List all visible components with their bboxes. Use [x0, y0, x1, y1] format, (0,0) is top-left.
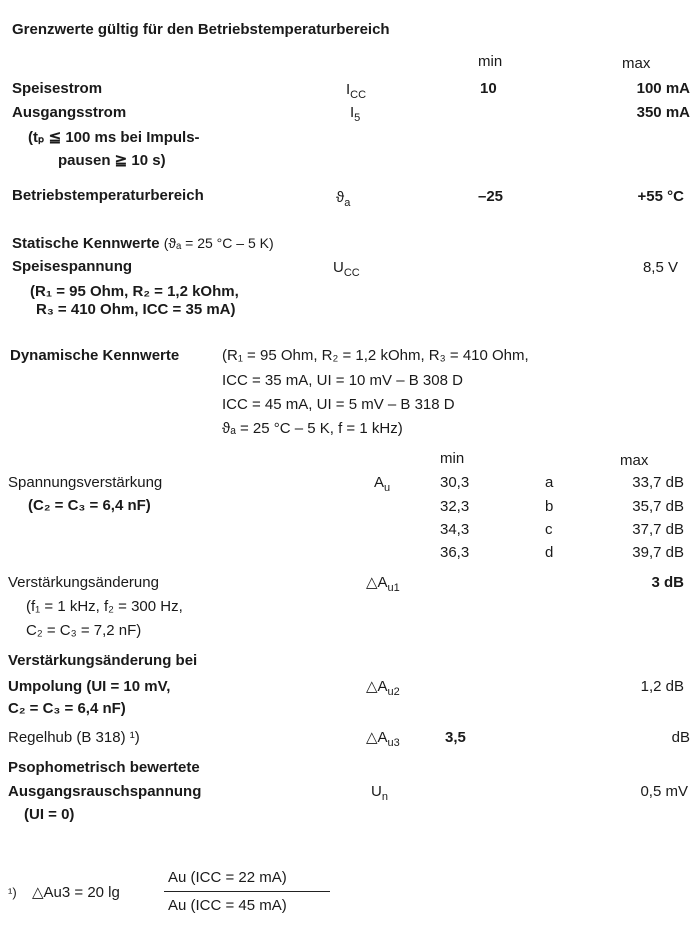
max-header: max	[622, 55, 651, 72]
condition-line: ϑₐ = 25 °C – 5 K, f = 1 kHz)	[222, 420, 403, 437]
param-symbol: Un	[371, 783, 388, 803]
param-label: Betriebstemperaturbereich	[12, 187, 204, 204]
param-note: (tₚ ≦ 100 ms bei Impuls-	[28, 129, 200, 146]
gain-max: 35,7 dB	[632, 498, 684, 515]
param-symbol: △Au2	[366, 678, 400, 698]
param-label: Verstärkungsänderung	[8, 574, 159, 591]
param-label: Umpolung (UI = 10 mV,	[8, 678, 171, 695]
param-max: +55 °C	[637, 188, 684, 205]
param-min: 3,5	[445, 729, 466, 746]
fraction-denominator: Au (ICC = 45 mA)	[168, 897, 287, 914]
gain-max: 33,7 dB	[632, 474, 684, 491]
gain-group: d	[545, 544, 554, 561]
param-max: 3 dB	[651, 574, 684, 591]
section-heading: Statische Kennwerte (ϑₐ = 25 °C – 5 K)	[12, 235, 274, 252]
gain-max: 39,7 dB	[632, 544, 684, 561]
gain-min: 34,3	[440, 521, 470, 538]
param-label: Speisespannung	[12, 258, 133, 275]
param-symbol: ϑa	[336, 189, 351, 209]
param-note: (C₂ = C₃ = 6,4 nF)	[28, 497, 151, 514]
gain-group: b	[545, 498, 554, 515]
section-title: Grenzwerte gültig für den Betriebstemper…	[12, 21, 390, 38]
param-max: 350 mA	[636, 104, 690, 121]
param-note: C₂ = C₃ = 7,2 nF)	[26, 622, 142, 639]
param-symbol: Au	[374, 474, 391, 494]
gain-group: a	[545, 474, 554, 491]
param-min: 10	[480, 80, 497, 97]
param-max: 0,5 mV	[640, 783, 688, 800]
gain-min: 30,3	[440, 474, 470, 491]
condition-line: ICC = 45 mA, UI = 5 mV – B 318 D	[222, 396, 455, 413]
min-header: min	[478, 53, 503, 70]
param-note: (R₁ = 95 Ohm, R₂ = 1,2 kOhm,	[30, 283, 239, 300]
param-label: Psophometrisch bewertete	[8, 759, 200, 776]
param-label: Ausgangsrauschspannung	[8, 783, 202, 800]
max-header: max	[620, 452, 649, 469]
param-max: dB	[671, 729, 690, 746]
param-note: R₃ = 410 Ohm, ICC = 35 mA)	[36, 301, 236, 318]
footnote-lhs: △Au3 = 20 lg	[32, 884, 120, 901]
param-max: 1,2 dB	[640, 678, 684, 695]
param-note: pausen ≧ 10 s)	[58, 152, 166, 169]
condition-line: (R₁ = 95 Ohm, R₂ = 1,2 kOhm, R₃ = 410 Oh…	[222, 347, 529, 364]
gain-min: 36,3	[440, 544, 470, 561]
param-label: C₂ = C₃ = 6,4 nF)	[8, 700, 126, 717]
fraction-numerator: Au (ICC = 22 mA)	[168, 869, 287, 886]
gain-min: 32,3	[440, 498, 470, 515]
param-symbol: △Au1	[366, 574, 400, 594]
param-symbol: UCC	[333, 259, 360, 279]
min-header: min	[440, 450, 465, 467]
param-label: Ausgangsstrom	[12, 104, 127, 121]
param-label: Speisestrom	[12, 80, 103, 97]
footnote-marker: ¹)	[8, 885, 17, 900]
param-label: Regelhub (B 318) ¹)	[8, 729, 140, 746]
section-heading: Dynamische Kennwerte	[10, 347, 180, 364]
param-label: Verstärkungsänderung bei	[8, 652, 198, 669]
gain-group: c	[545, 521, 553, 538]
param-label: Spannungsverstärkung	[8, 474, 163, 491]
param-note: (f₁ = 1 kHz, f₂ = 300 Hz,	[26, 598, 183, 615]
param-symbol: ICC	[346, 81, 367, 101]
param-symbol: △Au3	[366, 729, 400, 749]
condition-line: ICC = 35 mA, UI = 10 mV – B 308 D	[222, 372, 463, 389]
param-max: 8,5 V	[642, 259, 678, 276]
param-symbol: I5	[350, 104, 361, 124]
fraction-bar	[164, 891, 330, 892]
param-min: –25	[478, 188, 504, 205]
param-note: (UI = 0)	[24, 806, 75, 823]
gain-max: 37,7 dB	[632, 521, 684, 538]
param-max: 100 mA	[636, 80, 690, 97]
